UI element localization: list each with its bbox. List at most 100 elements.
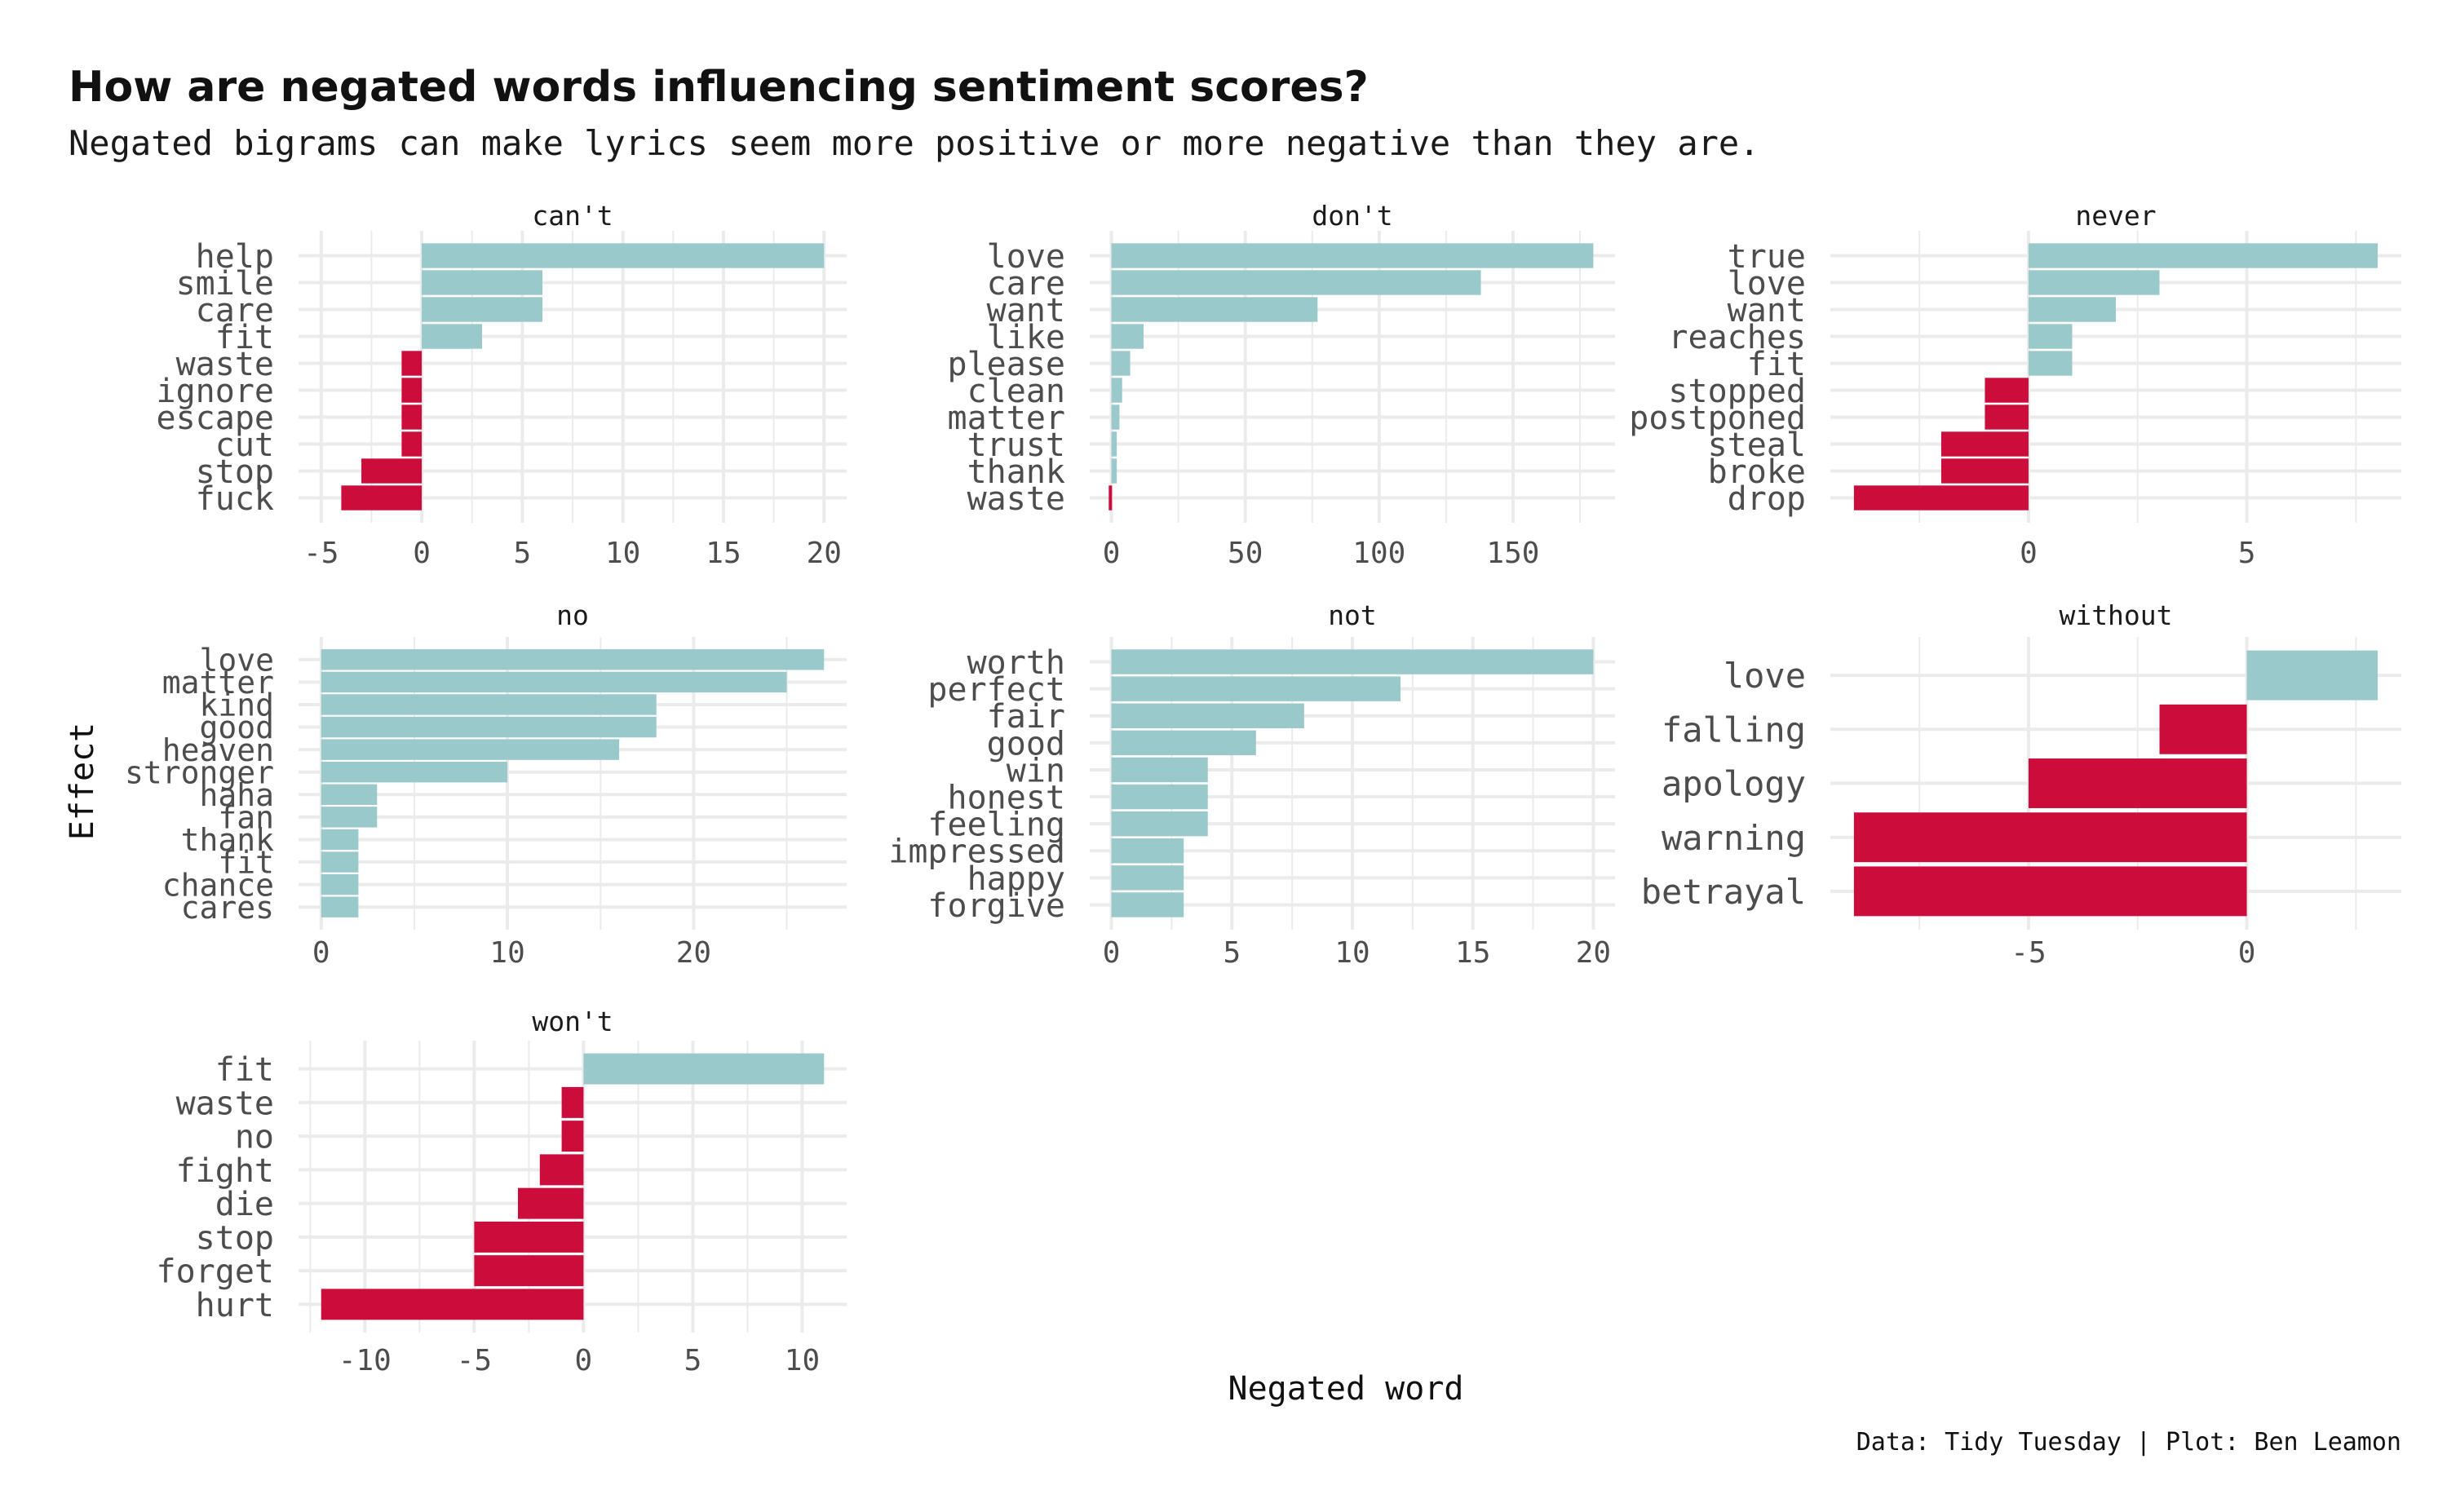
facet-strip-label: no [556,599,589,631]
category-label: love [199,642,274,678]
bar [1111,865,1184,891]
bar [1853,866,2247,917]
facet-panels: can'thelpsmilecarefitwasteignoreescapecu… [125,200,2401,1377]
x-tick-label: 5 [684,1344,702,1377]
x-tick-label: -10 [339,1344,392,1377]
bar [1111,676,1401,701]
category-label: matter [162,665,274,701]
bar [422,243,825,268]
category-label: good [199,710,274,745]
category-label: love [1724,656,1806,696]
category-label: happy [967,860,1065,898]
x-tick-label: 0 [2020,537,2038,570]
category-label: stopped [1668,373,1806,410]
facet-strip-label: can't [532,200,613,232]
category-label: fit [218,845,274,881]
category-label: good [987,725,1065,763]
bar [1111,405,1120,430]
facet-panel: no lovematterkindgoodheavenstrongerhahafa… [125,599,847,970]
category-label: ignore [157,373,275,410]
category-label: fuck [196,480,274,518]
facet-panel: without love falling apology warning betrayal… [1641,599,2401,970]
category-label: fit [215,1051,274,1089]
x-tick-label: 0 [2238,936,2256,970]
bar [1853,485,2029,511]
bar [321,739,620,760]
bar [321,807,378,828]
category-label: matter [948,400,1066,437]
category-label: forget [157,1253,275,1291]
x-tick-label: 20 [807,537,842,570]
bar [321,851,359,873]
bar [1111,297,1318,322]
bar [422,324,483,349]
x-tick-label: 20 [1576,936,1611,970]
x-tick-label: 5 [1223,936,1241,970]
bar [321,762,508,783]
chart-title: How are negated words influencing sentim… [69,63,1369,112]
category-label: broke [1708,453,1806,491]
bar [321,784,378,805]
bar [1111,757,1208,783]
bar [517,1187,584,1219]
category-label: stop [196,1219,274,1257]
category-label: please [948,346,1066,383]
facet-strip-label: without [2059,599,2172,631]
category-label: stronger [125,754,274,790]
bar [401,378,423,403]
bar [1940,458,2029,484]
x-tick-label: -5 [303,537,339,570]
x-tick-label: 5 [514,537,532,570]
bar [1111,730,1256,756]
facet-panel: can't helpsmilecarefitwasteignoreescapecu… [157,200,847,570]
bar [1111,458,1117,484]
category-label: heaven [162,732,274,768]
bar [1985,378,2029,403]
x-tick-label: 10 [785,1344,820,1377]
category-label: waste [176,1085,274,1122]
x-tick-label: 0 [1103,936,1121,970]
bar [561,1086,584,1118]
x-tick-label: 10 [605,537,640,570]
x-tick-label: 20 [676,936,711,970]
bar [1111,838,1184,864]
bar [474,1221,584,1253]
bar [401,405,423,430]
bar [2028,324,2073,349]
bar [561,1121,584,1152]
bar [321,716,657,738]
bar [2028,758,2247,808]
bar [1853,812,2247,863]
x-axis-title: Negated word [1228,1370,1464,1408]
category-label: honest [948,779,1066,816]
x-tick-label: -5 [457,1344,492,1377]
category-label: warning [1662,818,1806,858]
x-tick-label: 5 [2238,537,2256,570]
bar [474,1255,584,1287]
category-label: betrayal [1641,872,1806,912]
bar [2246,650,2378,701]
bar [2028,351,2073,376]
bar [321,1289,584,1320]
bar [1111,649,1594,674]
category-label: love [1728,265,1806,303]
bar [2028,270,2160,295]
bar [1108,485,1113,511]
x-tick-label: 10 [489,936,524,970]
category-label: apology [1662,764,1806,804]
bar [321,829,359,851]
bar [1111,378,1122,403]
category-label: love [987,238,1065,276]
bar [422,297,543,322]
y-axis-title: Effect [64,723,101,841]
category-label: fight [176,1152,274,1190]
bar [321,694,657,715]
bar [539,1154,584,1186]
bar [321,649,825,670]
bar [1111,703,1304,728]
caption: Data: Tidy Tuesday | Plot: Ben Leamon [1856,1428,2401,1457]
bar [321,896,359,917]
x-tick-label: 0 [575,1344,593,1377]
